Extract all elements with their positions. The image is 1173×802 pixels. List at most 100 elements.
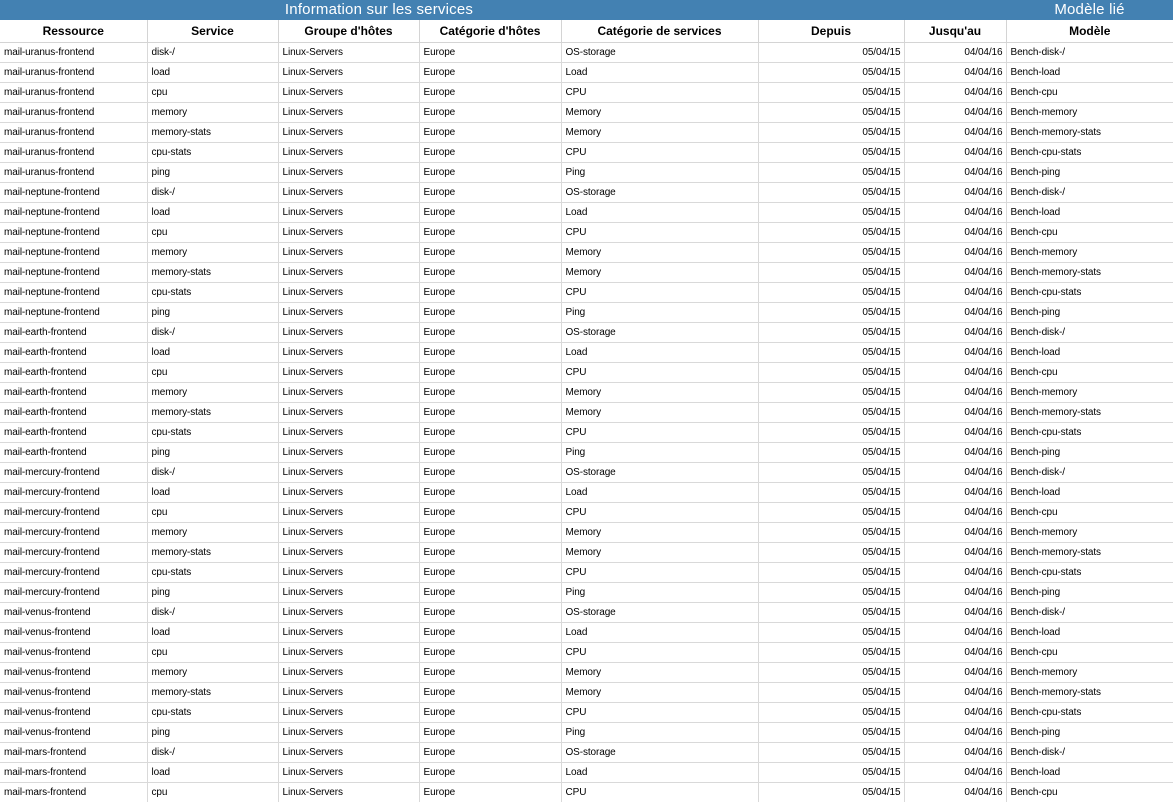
cell-to: 04/04/16 <box>903 341 1007 363</box>
cell-to: 04/04/16 <box>903 681 1007 703</box>
table-row: mail-venus-frontend ping Linux-Servers Euro… <box>0 721 1173 743</box>
cell-to: 04/04/16 <box>903 401 1007 423</box>
cell-host_category: Europe <box>418 161 562 183</box>
cell-service: memory-stats <box>146 261 279 283</box>
cell-host_category: Europe <box>418 61 562 83</box>
cell-service_category: Memory <box>560 101 759 123</box>
cell-to: 04/04/16 <box>903 301 1007 323</box>
table-row: mail-mercury-frontend ping Linux-Servers Eu… <box>0 581 1173 603</box>
cell-host_category: Europe <box>418 301 562 323</box>
cell-host_category: Europe <box>418 141 562 163</box>
table-row: mail-mars-frontend disk-/Linux-Servers Eur… <box>0 741 1173 763</box>
cell-to: 04/04/16 <box>903 381 1007 403</box>
cell-service_category: Memory <box>560 681 759 703</box>
cell-service: disk-/ <box>146 321 279 343</box>
column-header-model: Modèle <box>1005 20 1173 43</box>
cell-from: 05/04/15 <box>757 321 905 343</box>
cell-host_group: Linux-Servers <box>277 781 420 802</box>
cell-host_category: Europe <box>418 361 562 383</box>
cell-host_category: Europe <box>418 721 562 743</box>
cell-host_category: Europe <box>418 741 562 763</box>
cell-host_category: Europe <box>418 241 562 263</box>
cell-model: Bench-load <box>1005 621 1173 643</box>
cell-service_category: OS-storage <box>560 461 759 483</box>
cell-host_category: Europe <box>418 81 562 103</box>
cell-model: Bench-disk-/ <box>1005 41 1173 63</box>
cell-to: 04/04/16 <box>903 121 1007 143</box>
cell-from: 05/04/15 <box>757 161 905 183</box>
cell-service: load <box>146 201 279 223</box>
column-header-resource: Ressource <box>0 20 148 43</box>
cell-host_group: Linux-Servers <box>277 201 420 223</box>
table-row: mail-uranus-frontend cpu-stats Linux-Serve… <box>0 141 1173 163</box>
cell-service: disk-/ <box>146 181 279 203</box>
cell-resource: mail-earth-frontend <box>0 341 148 363</box>
column-header-to: Jusqu'au <box>903 20 1007 43</box>
cell-model: Bench-cpu <box>1005 781 1173 802</box>
table-row: mail-earth-frontend load Linux-Servers Euro… <box>0 341 1173 363</box>
cell-host_group: Linux-Servers <box>277 601 420 623</box>
cell-service: cpu <box>146 781 279 802</box>
cell-from: 05/04/15 <box>757 261 905 283</box>
cell-resource: mail-uranus-frontend <box>0 61 148 83</box>
cell-host_category: Europe <box>418 101 562 123</box>
table-row: mail-venus-frontend load Linux-Servers Euro… <box>0 621 1173 643</box>
services-title: Information sur les services <box>284 1 474 18</box>
cell-to: 04/04/16 <box>903 421 1007 443</box>
cell-from: 05/04/15 <box>757 381 905 403</box>
table-row: mail-mercury-frontend memory Linux-Servers… <box>0 521 1173 543</box>
cell-model: Bench-disk-/ <box>1005 741 1173 763</box>
table-row: mail-earth-frontend memory-stats Linux-Ser… <box>0 401 1173 423</box>
cell-to: 04/04/16 <box>903 241 1007 263</box>
cell-host_category: Europe <box>418 421 562 443</box>
cell-model: Bench-disk-/ <box>1005 461 1173 483</box>
cell-to: 04/04/16 <box>903 481 1007 503</box>
table-row: mail-mercury-frontend memory-stats Linux-S… <box>0 541 1173 563</box>
cell-service: cpu <box>146 641 279 663</box>
cell-model: Bench-cpu-stats <box>1005 421 1173 443</box>
table-row: mail-mercury-frontend cpu Linux-Servers Eur… <box>0 501 1173 523</box>
cell-to: 04/04/16 <box>903 161 1007 183</box>
cell-model: Bench-load <box>1005 341 1173 363</box>
cell-host_group: Linux-Servers <box>277 61 420 83</box>
cell-service_category: Memory <box>560 521 759 543</box>
cell-service: memory-stats <box>146 541 279 563</box>
cell-host_category: Europe <box>418 261 562 283</box>
cell-resource: mail-mercury-frontend <box>0 461 148 483</box>
cell-to: 04/04/16 <box>903 461 1007 483</box>
cell-to: 04/04/16 <box>903 261 1007 283</box>
cell-host_group: Linux-Servers <box>277 161 420 183</box>
cell-model: Bench-load <box>1005 481 1173 503</box>
header-row: Ressource Service Groupe d'hôtes Catégorie … <box>0 20 1173 43</box>
cell-service_category: CPU <box>560 221 759 243</box>
cell-host_category: Europe <box>418 761 562 783</box>
cell-service_category: OS-storage <box>560 321 759 343</box>
cell-from: 05/04/15 <box>757 521 905 543</box>
cell-host_category: Europe <box>418 121 562 143</box>
cell-service_category: CPU <box>560 781 759 802</box>
cell-host_group: Linux-Servers <box>277 421 420 443</box>
cell-service: load <box>146 761 279 783</box>
cell-resource: mail-mercury-frontend <box>0 541 148 563</box>
table-row: mail-earth-frontend ping Linux-Servers Euro… <box>0 441 1173 463</box>
title-bar: Information sur les services Modèle lié <box>0 0 1173 20</box>
cell-service_category: CPU <box>560 361 759 383</box>
cell-host_category: Europe <box>418 381 562 403</box>
cell-model: Bench-memory-stats <box>1005 261 1173 283</box>
cell-to: 04/04/16 <box>903 781 1007 802</box>
column-header-service: Service <box>146 20 279 43</box>
cell-from: 05/04/15 <box>757 441 905 463</box>
cell-from: 05/04/15 <box>757 421 905 443</box>
cell-model: Bench-cpu <box>1005 81 1173 103</box>
cell-host_group: Linux-Servers <box>277 341 420 363</box>
table-row: mail-uranus-frontend cpu Linux-Servers Euro… <box>0 81 1173 103</box>
cell-host_category: Europe <box>418 581 562 603</box>
table-row: mail-uranus-frontend ping Linux-Servers Eur… <box>0 161 1173 183</box>
cell-from: 05/04/15 <box>757 141 905 163</box>
cell-service: ping <box>146 721 279 743</box>
cell-model: Bench-memory <box>1005 101 1173 123</box>
cell-resource: mail-mars-frontend <box>0 761 148 783</box>
cell-host_category: Europe <box>418 341 562 363</box>
cell-resource: mail-earth-frontend <box>0 361 148 383</box>
cell-service_category: Ping <box>560 301 759 323</box>
